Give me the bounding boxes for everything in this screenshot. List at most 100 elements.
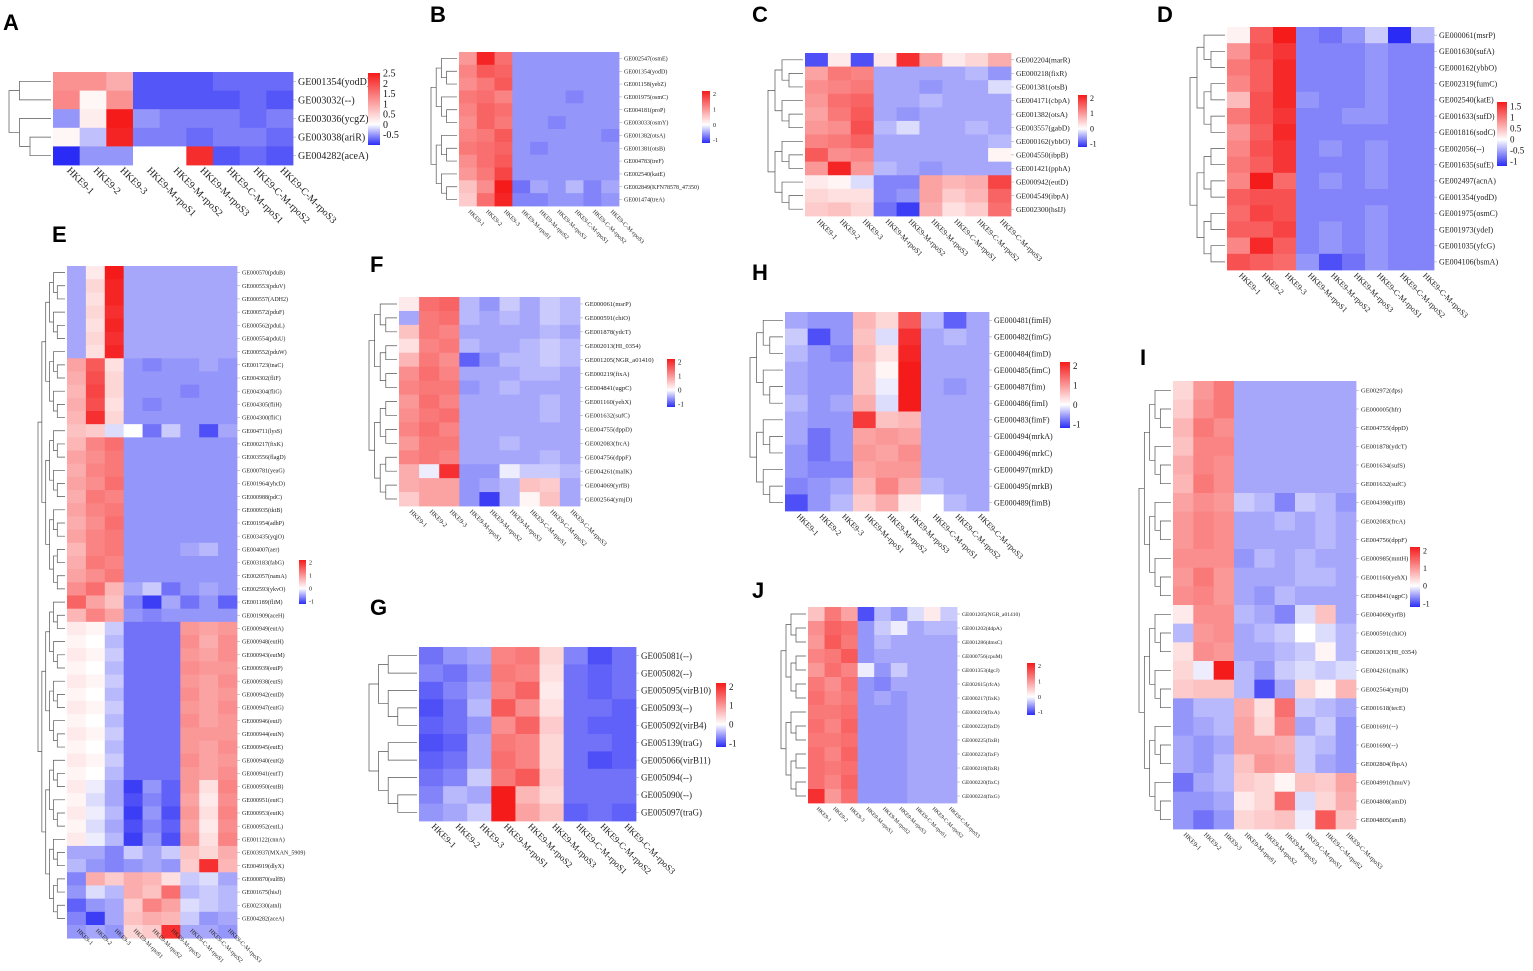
heatmap-cell-j (890, 789, 908, 804)
heatmap-cell-c (827, 93, 852, 108)
heatmap-cell-c (942, 120, 966, 135)
gene-label-i: GE001632(sufC) (1361, 481, 1406, 488)
heatmap-cell-c (965, 134, 989, 149)
heatmap-cell-g (443, 803, 468, 822)
heatmap-cell-d (1227, 237, 1251, 255)
heatmap-cell-c (965, 80, 989, 95)
heatmap-cell-e (218, 595, 238, 610)
heatmap-cell-i (1295, 549, 1316, 569)
panel-label-e: E (52, 222, 67, 247)
heatmap-cell-e (142, 872, 162, 886)
heatmap-cell-f (499, 394, 521, 409)
heatmap-cell-f (519, 310, 541, 326)
gene-label-d: GE001816(sodC) (1439, 128, 1496, 137)
heatmap-cell-i (1173, 437, 1194, 457)
gene-label-e: GE000217(fixK) (242, 441, 283, 448)
row-d-dendrogram-branch (1196, 172, 1204, 238)
heatmap-cell-e (142, 621, 162, 636)
heatmap-cell-d (1411, 124, 1435, 141)
heatmap-cell-e (104, 490, 125, 504)
heatmap-cell-a (106, 146, 134, 166)
heatmap-cell-d (1227, 27, 1251, 44)
heatmap-cell-d (1342, 91, 1366, 109)
heatmap-cell-e (104, 727, 125, 741)
heatmap-cell-e (123, 885, 143, 900)
heatmap-cell-c (896, 188, 920, 203)
heatmap-cell-e (199, 463, 219, 478)
gene-label-d: GE001973(ydeI) (1439, 225, 1494, 234)
heatmap-cell-b (459, 77, 478, 91)
heatmap-cell-i (1274, 773, 1296, 793)
heatmap-cell-g (539, 699, 565, 717)
heatmap-cell-e (104, 819, 125, 834)
heatmap-cell-i (1213, 567, 1235, 587)
heatmap-cell-g (563, 768, 589, 787)
heatmap-cell-c (873, 93, 897, 108)
heatmap-cell-b (476, 52, 495, 66)
heatmap-cell-e (161, 714, 181, 728)
heatmap-cell-f (519, 324, 541, 340)
heatmap-cell-j (890, 733, 908, 748)
heatmap-cell-e (142, 345, 162, 359)
row-e-dendrogram-branch (56, 654, 65, 669)
heatmap-panel-d: DGE000061(msrP)GE001630(sufA)GE000162(yb… (1157, 2, 1525, 320)
heatmap-cell-g (563, 803, 589, 822)
heatmap-cell-i (1335, 437, 1357, 457)
heatmap-cell-c (942, 80, 966, 95)
gene-label-b: GE001158(yebZ) (624, 81, 666, 88)
heatmap-cell-b (565, 116, 584, 130)
gene-label-e: GE004302(fliF) (242, 375, 281, 382)
heatmap-cell-i (1274, 511, 1296, 531)
heatmap-cell-j (841, 747, 859, 762)
heatmap-cell-a (133, 109, 161, 129)
heatmap-cell-b (530, 77, 549, 91)
heatmap-cell-i (1173, 586, 1194, 606)
heatmap-cell-e (199, 753, 219, 768)
heatmap-cell-e (161, 266, 181, 280)
gene-label-d: GE000162(ybbO) (1439, 63, 1497, 72)
heatmap-cell-j (824, 635, 842, 650)
row-h-dendrogram-branch (762, 419, 783, 446)
heatmap-cell-f (519, 380, 541, 395)
heatmap-cell-h (943, 477, 967, 495)
heatmap-cell-e (218, 859, 238, 873)
heatmap-cell-g (419, 786, 444, 804)
heatmap-cell-i (1254, 605, 1276, 625)
heatmap-cell-e (85, 582, 106, 596)
gene-label-e: GE003183(fabG) (242, 560, 284, 567)
heatmap-cell-e (85, 266, 106, 280)
heatmap-cell-f (459, 478, 480, 493)
heatmap-cell-i (1295, 418, 1316, 438)
heatmap-cell-c (942, 148, 966, 163)
heatmap-cell-e (142, 845, 162, 860)
sample-label-g: HKE9-2 (454, 821, 483, 850)
heatmap-cell-e (199, 331, 219, 346)
heatmap-cell-f (519, 436, 541, 451)
heatmap-cell-b (476, 103, 495, 117)
gene-label-e: GE000946(eutJ) (242, 718, 282, 725)
heatmap-cell-f (399, 324, 420, 340)
heatmap-cell-i (1234, 698, 1255, 718)
gene-label-j: GE000225(fixB) (962, 737, 999, 744)
heatmap-cell-e (104, 345, 125, 359)
panel-label-a: A (3, 10, 19, 35)
heatmap-cell-h (785, 312, 809, 329)
gene-label-c: GE004171(cbpA) (1016, 96, 1070, 105)
heatmap-cell-e (142, 635, 162, 649)
gene-label-b: GE001354(yodD) (624, 68, 667, 75)
heatmap-cell-e (67, 819, 87, 834)
gene-label-i: GE002804(fbpA) (1361, 761, 1407, 768)
heatmap-cell-i (1315, 623, 1337, 643)
row-a-dendrogram-branch (19, 118, 51, 147)
heatmap-cell-f (559, 464, 581, 479)
heatmap-cell-h (785, 328, 809, 346)
heatmap-cell-c (919, 120, 943, 135)
heatmap-cell-g (419, 699, 444, 717)
heatmap-cell-c (919, 107, 943, 122)
heatmap-cell-b (494, 103, 513, 117)
heatmap-cell-h (921, 444, 945, 462)
row-i-dendrogram-branch (1159, 464, 1171, 485)
heatmap-cell-e (123, 424, 143, 438)
heatmap-cell-d (1411, 59, 1435, 76)
gene-label-e: GE004919(dlyX) (242, 863, 284, 870)
